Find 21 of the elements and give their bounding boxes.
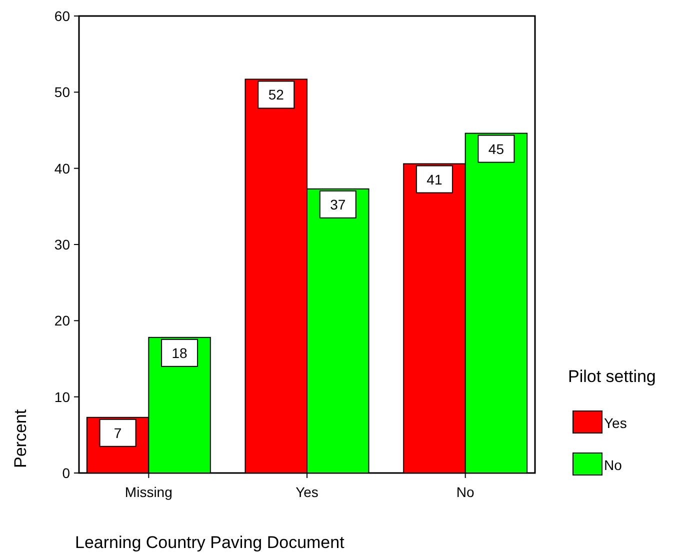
x-tick-label: Yes — [296, 484, 318, 500]
y-axis-title: Percent — [11, 409, 30, 468]
x-tick-label: Missing — [124, 484, 172, 500]
x-axis-title: Learning Country Paving Document — [75, 533, 345, 552]
y-tick-label: 60 — [54, 8, 70, 24]
data-label: 41 — [426, 171, 442, 188]
data-label: 7 — [114, 424, 122, 441]
y-tick-label: 10 — [54, 388, 70, 405]
y-tick-label: 40 — [54, 160, 70, 176]
legend-label: Yes — [604, 415, 627, 431]
y-tick-label: 0 — [62, 465, 70, 481]
data-label: 52 — [268, 86, 284, 103]
y-tick-label: 50 — [54, 84, 70, 100]
legend-title: Pilot setting — [568, 367, 656, 386]
y-tick-label: 20 — [54, 312, 70, 329]
legend-label: No — [604, 457, 622, 473]
y-tick-label: 30 — [54, 236, 70, 252]
data-label: 37 — [330, 196, 346, 212]
data-label: 18 — [172, 344, 188, 361]
data-label: 45 — [488, 140, 504, 157]
x-tick-label: No — [456, 484, 474, 500]
